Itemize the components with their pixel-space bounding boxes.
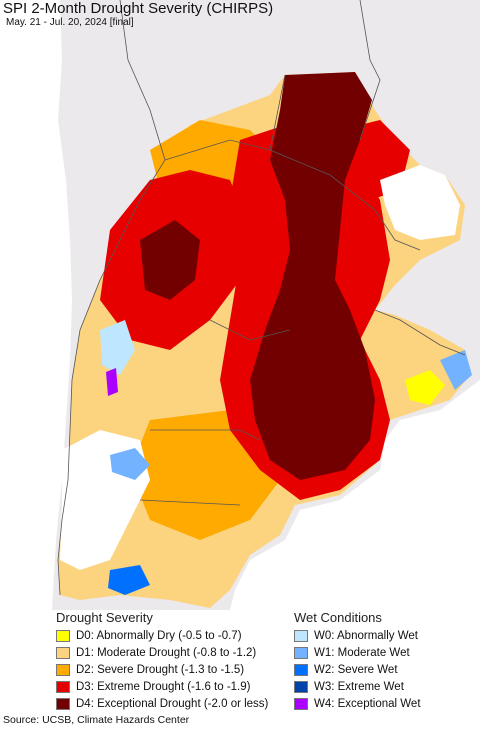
legend-wet-swatch [294, 698, 308, 710]
legend-wet-item: W3: Extreme Wet [294, 679, 404, 695]
legend-wet-swatch [294, 681, 308, 693]
drought-map [0, 0, 480, 610]
boundary-north [164, 74, 286, 161]
boundary-uruguay [374, 309, 466, 356]
legend-wet-item: W1: Moderate Wet [294, 645, 410, 661]
patch-normal-northeast [380, 165, 460, 240]
boundaries [57, 0, 466, 596]
patch-w1-east [440, 350, 472, 390]
legend-drought-swatch [56, 647, 70, 659]
legend-drought-item: D3: Extreme Drought (-1.6 to -1.9) [56, 679, 250, 695]
patch-w2-south [108, 565, 150, 595]
legend-wet-item: W2: Severe Wet [294, 662, 398, 678]
pacific-ocean [0, 0, 72, 610]
legend-wet-label: W0: Abnormally Wet [314, 630, 418, 642]
legend-wet-swatch [294, 664, 308, 676]
patch-d4-core [250, 72, 375, 480]
boundary-provinces-1 [150, 429, 261, 441]
patch-w0-west [100, 320, 135, 375]
patch-w4-west [106, 368, 118, 396]
legend-drought-swatch [56, 664, 70, 676]
legend-wet-swatch [294, 630, 308, 642]
legend-drought-label: D4: Exceptional Drought (-2.0 or less) [76, 698, 269, 710]
legend-drought-swatch [56, 681, 70, 693]
legend-drought-item: D0: Abnormally Dry (-0.5 to -0.7) [56, 628, 242, 644]
legend-wet-label: W1: Moderate Wet [314, 647, 410, 659]
legend-drought-label: D0: Abnormally Dry (-0.5 to -0.7) [76, 630, 242, 642]
legend: Drought Severity Wet Conditions D0: Abno… [0, 610, 480, 710]
patch-d4-west [140, 220, 200, 300]
patch-w1-south [110, 448, 150, 480]
legend-wet-label: W3: Extreme Wet [314, 681, 404, 693]
source-note: Source: UCSB, Climate Hazards Center [3, 714, 190, 726]
boundary-provinces-2 [139, 499, 241, 506]
legend-drought-label: D3: Extreme Drought (-1.6 to -1.9) [76, 681, 251, 693]
atlantic-ocean [230, 380, 480, 610]
boundary-brazil [359, 0, 381, 141]
legend-drought-item: D4: Exceptional Drought (-2.0 or less) [56, 696, 268, 712]
map-title: SPI 2-Month Drought Severity (CHIRPS) [3, 0, 274, 17]
legend-drought-heading: Drought Severity [56, 610, 153, 625]
boundary-andes [57, 0, 166, 596]
legend-wet-item: W0: Abnormally Wet [294, 628, 418, 644]
legend-wet-label: W4: Exceptional Wet [314, 698, 421, 710]
legend-drought-label: D2: Severe Drought (-1.3 to -1.5) [76, 664, 245, 676]
map-subtitle: May. 21 - Jul. 20, 2024 [final] [6, 17, 134, 28]
legend-wet-item: W4: Exceptional Wet [294, 696, 421, 712]
legend-drought-item: D2: Severe Drought (-1.3 to -1.5) [56, 662, 244, 678]
legend-wet-swatch [294, 647, 308, 659]
patch-d0-east [405, 370, 445, 405]
legend-drought-label: D1: Moderate Drought (-0.8 to -1.2) [76, 647, 257, 659]
legend-drought-swatch [56, 630, 70, 642]
boundary-paraguay [269, 149, 421, 251]
legend-drought-item: D1: Moderate Drought (-0.8 to -1.2) [56, 645, 256, 661]
boundary-provinces-3 [209, 319, 291, 341]
legend-drought-swatch [56, 698, 70, 710]
legend-wet-label: W2: Severe Wet [314, 664, 398, 676]
legend-wet-heading: Wet Conditions [294, 610, 382, 625]
